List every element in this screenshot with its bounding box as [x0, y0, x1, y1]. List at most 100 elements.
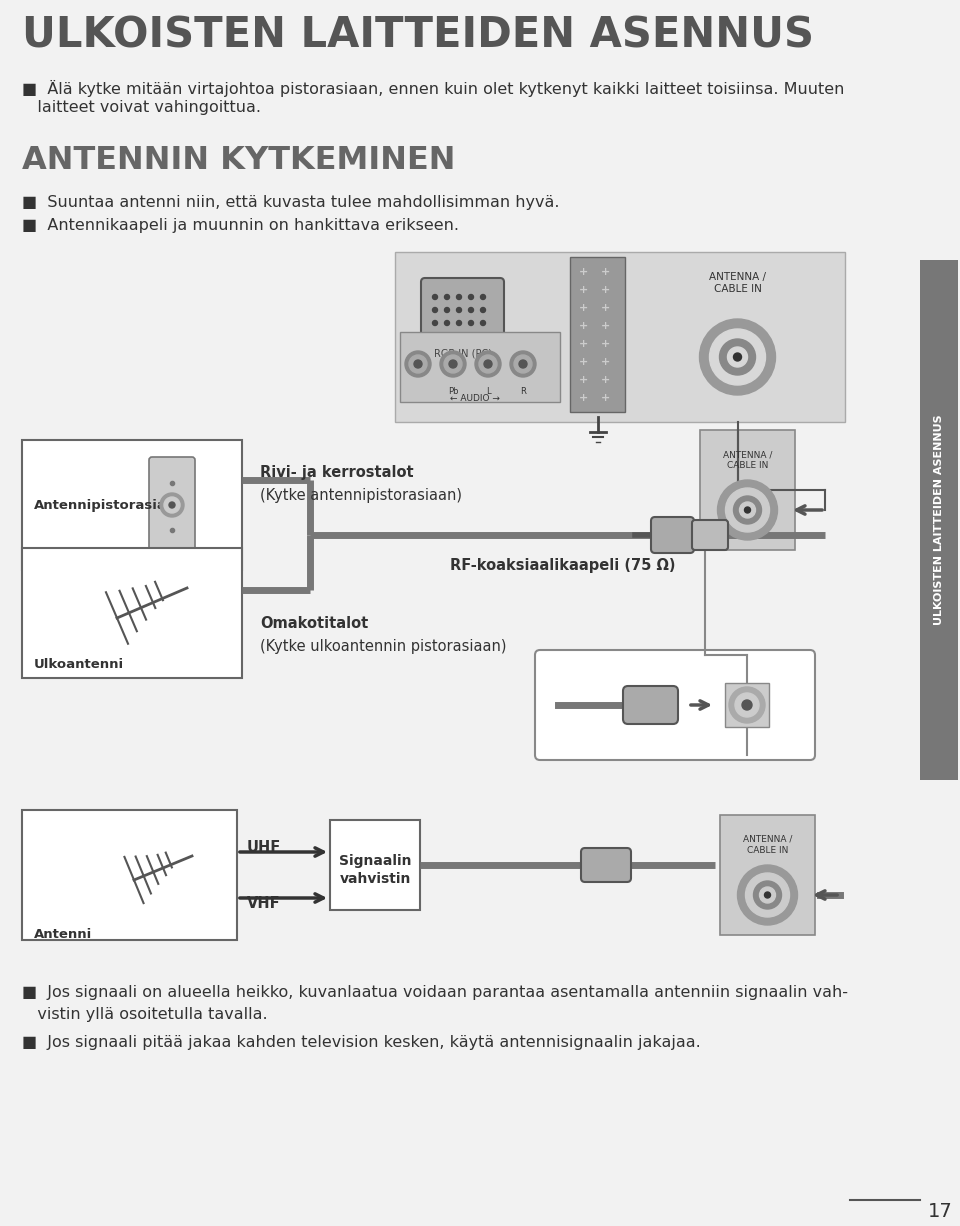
- Circle shape: [457, 320, 462, 325]
- Circle shape: [169, 501, 175, 508]
- Circle shape: [729, 687, 765, 723]
- Circle shape: [164, 497, 180, 512]
- Circle shape: [481, 294, 486, 299]
- Text: +: +: [580, 394, 588, 403]
- Circle shape: [160, 493, 184, 517]
- Circle shape: [733, 497, 761, 524]
- Circle shape: [733, 353, 741, 360]
- Circle shape: [719, 340, 756, 375]
- Text: R: R: [520, 387, 526, 396]
- Text: Pb: Pb: [447, 387, 458, 396]
- FancyBboxPatch shape: [22, 440, 242, 570]
- Text: +: +: [580, 321, 588, 331]
- Text: UHF: UHF: [247, 840, 281, 855]
- Text: RF-koaksiaalikaapeli (75 Ω): RF-koaksiaalikaapeli (75 Ω): [450, 558, 676, 573]
- FancyBboxPatch shape: [22, 548, 242, 678]
- Text: vistin yllä osoitetulla tavalla.: vistin yllä osoitetulla tavalla.: [22, 1007, 268, 1022]
- Text: (Kytke antennipistorasiaan): (Kytke antennipistorasiaan): [260, 488, 462, 503]
- Circle shape: [484, 360, 492, 368]
- FancyBboxPatch shape: [623, 687, 678, 725]
- Text: Antennipistorasia: Antennipistorasia: [34, 499, 167, 511]
- Circle shape: [457, 294, 462, 299]
- Text: +: +: [601, 357, 611, 367]
- Text: +: +: [601, 284, 611, 295]
- Text: ANTENNA /
CABLE IN: ANTENNA / CABLE IN: [723, 450, 772, 470]
- Text: Signaalin
vahvistin: Signaalin vahvistin: [339, 853, 411, 886]
- FancyBboxPatch shape: [22, 810, 237, 940]
- Text: ■  Jos signaali pitää jakaa kahden television kesken, käytä antennisignaalin jak: ■ Jos signaali pitää jakaa kahden televi…: [22, 1035, 701, 1049]
- Text: +: +: [580, 284, 588, 295]
- FancyBboxPatch shape: [920, 260, 958, 780]
- Text: ULKOISTEN LAITTEIDEN ASENNUS: ULKOISTEN LAITTEIDEN ASENNUS: [934, 414, 944, 625]
- Text: L: L: [486, 387, 491, 396]
- FancyBboxPatch shape: [395, 253, 845, 422]
- Text: +: +: [580, 303, 588, 313]
- Circle shape: [433, 294, 438, 299]
- Text: +: +: [580, 267, 588, 277]
- Text: (Kytke ulkoantennin pistorasiaan): (Kytke ulkoantennin pistorasiaan): [260, 639, 507, 653]
- Text: +: +: [601, 340, 611, 349]
- Circle shape: [444, 356, 462, 373]
- FancyBboxPatch shape: [725, 683, 769, 727]
- FancyBboxPatch shape: [149, 457, 195, 553]
- Text: +: +: [601, 375, 611, 385]
- Circle shape: [759, 886, 776, 904]
- Text: laitteet voivat vahingoittua.: laitteet voivat vahingoittua.: [22, 101, 261, 115]
- Circle shape: [745, 508, 751, 512]
- Circle shape: [444, 308, 449, 313]
- FancyBboxPatch shape: [421, 278, 504, 341]
- Text: +: +: [580, 375, 588, 385]
- Text: +: +: [580, 357, 588, 367]
- FancyBboxPatch shape: [330, 820, 420, 910]
- Text: RGB IN (PC): RGB IN (PC): [434, 349, 492, 359]
- Text: ■  Suuntaa antenni niin, että kuvasta tulee mahdollisimman hyvä.: ■ Suuntaa antenni niin, että kuvasta tul…: [22, 195, 560, 210]
- FancyBboxPatch shape: [581, 848, 631, 881]
- Circle shape: [735, 693, 759, 717]
- Circle shape: [409, 356, 427, 373]
- Circle shape: [754, 881, 781, 908]
- Circle shape: [728, 347, 748, 367]
- FancyBboxPatch shape: [692, 520, 728, 550]
- FancyBboxPatch shape: [700, 430, 795, 550]
- Text: Antenni: Antenni: [34, 928, 92, 942]
- Text: ■  Antennikaapeli ja muunnin on hankittava erikseen.: ■ Antennikaapeli ja muunnin on hankittav…: [22, 218, 459, 233]
- Text: +: +: [601, 267, 611, 277]
- Circle shape: [433, 320, 438, 325]
- Text: Rivi- ja kerrostalot: Rivi- ja kerrostalot: [260, 465, 414, 481]
- Circle shape: [449, 360, 457, 368]
- FancyBboxPatch shape: [400, 332, 560, 402]
- Circle shape: [475, 351, 501, 378]
- Text: +: +: [601, 321, 611, 331]
- Text: Ulkoantenni: Ulkoantenni: [34, 658, 124, 671]
- Circle shape: [440, 351, 466, 378]
- Text: Omakotitalot: Omakotitalot: [260, 615, 369, 631]
- Circle shape: [709, 329, 765, 385]
- Circle shape: [739, 501, 756, 519]
- FancyBboxPatch shape: [570, 257, 625, 412]
- Text: 17: 17: [928, 1201, 952, 1221]
- Text: ■  Älä kytke mitään virtajohtoa pistorasiaan, ennen kuin olet kytkenyt kaikki la: ■ Älä kytke mitään virtajohtoa pistorasi…: [22, 80, 845, 97]
- Text: +: +: [601, 303, 611, 313]
- Circle shape: [405, 351, 431, 378]
- Circle shape: [468, 308, 473, 313]
- Circle shape: [457, 308, 462, 313]
- Circle shape: [742, 700, 752, 710]
- Text: ← AUDIO →: ← AUDIO →: [450, 394, 500, 403]
- Circle shape: [726, 488, 770, 532]
- Circle shape: [514, 356, 532, 373]
- Text: VHF: VHF: [247, 895, 280, 911]
- Text: ANTENNA /
CABLE IN: ANTENNA / CABLE IN: [709, 272, 766, 294]
- FancyBboxPatch shape: [720, 815, 815, 935]
- Circle shape: [764, 893, 771, 897]
- Circle shape: [717, 481, 778, 539]
- Text: +: +: [580, 340, 588, 349]
- FancyBboxPatch shape: [651, 517, 694, 553]
- Circle shape: [468, 320, 473, 325]
- Text: +: +: [601, 394, 611, 403]
- Circle shape: [510, 351, 536, 378]
- Circle shape: [746, 873, 789, 917]
- Text: ANTENNIN KYTKEMINEN: ANTENNIN KYTKEMINEN: [22, 145, 455, 177]
- Circle shape: [444, 294, 449, 299]
- Circle shape: [737, 866, 798, 924]
- Circle shape: [444, 320, 449, 325]
